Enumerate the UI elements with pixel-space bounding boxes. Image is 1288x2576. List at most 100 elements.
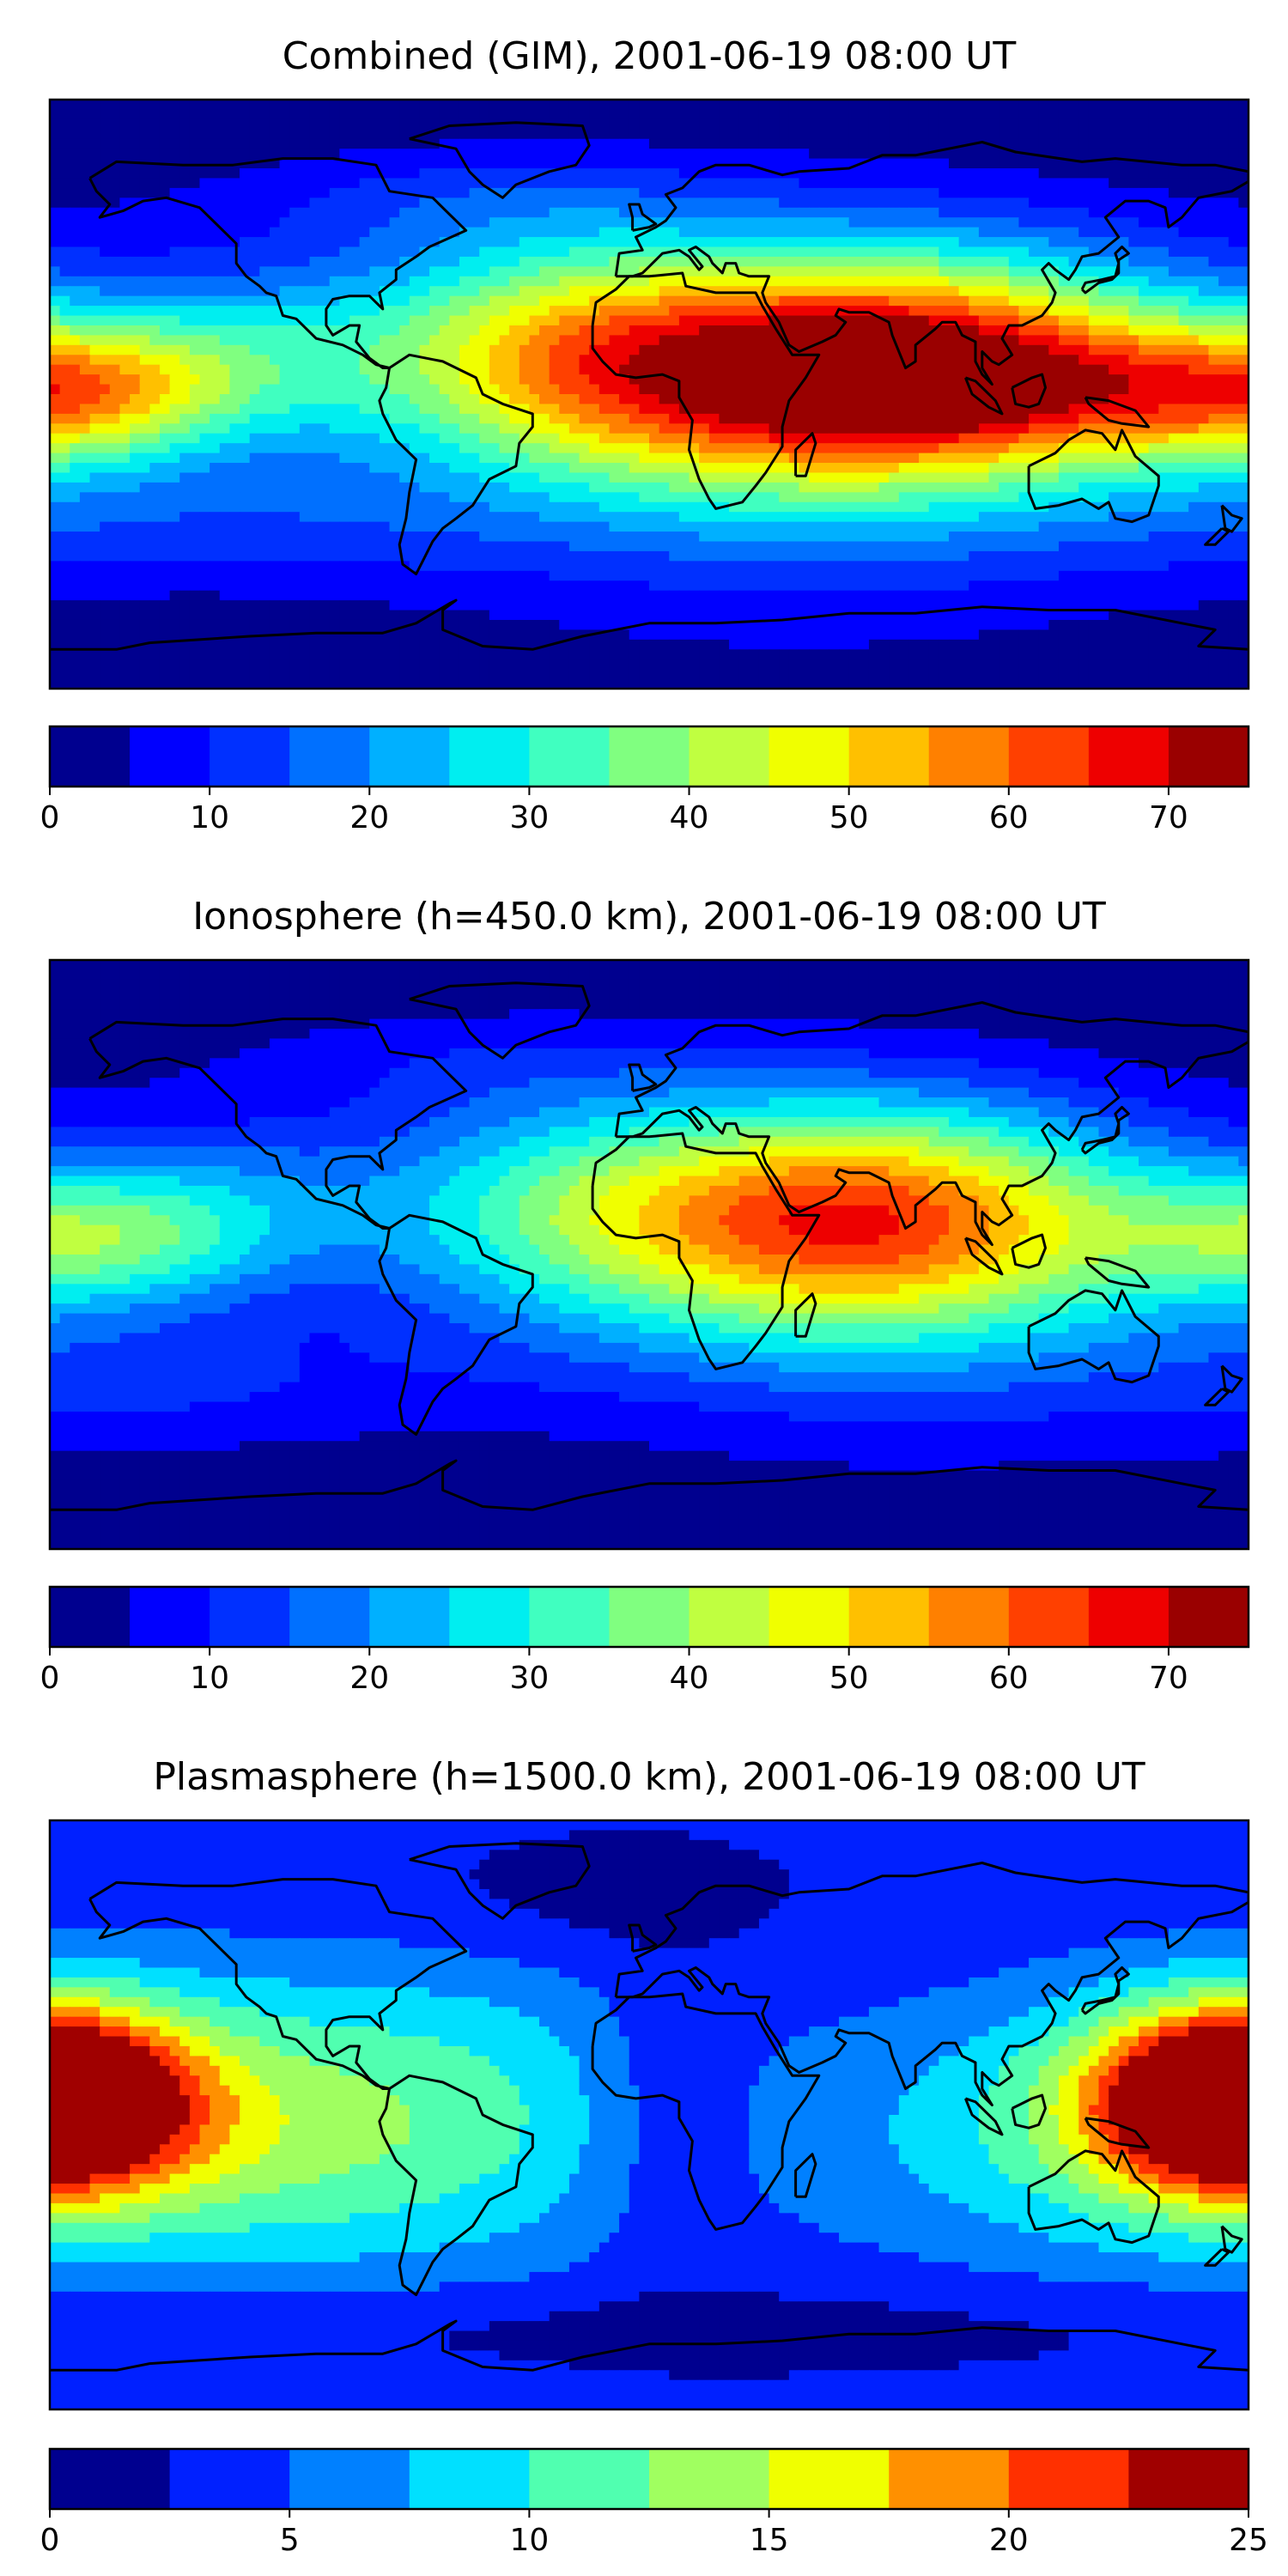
heat-cell	[1008, 423, 1020, 434]
heat-cell	[1088, 100, 1100, 111]
heat-cell	[489, 256, 501, 267]
heat-cell	[689, 100, 700, 111]
heat-cell	[399, 100, 410, 111]
heat-cell	[928, 286, 939, 297]
heat-cell	[958, 364, 969, 375]
heat-cell	[79, 364, 91, 375]
heat-cell	[130, 276, 141, 287]
heat-cell	[449, 344, 460, 355]
heat-cell	[878, 374, 890, 386]
heat-cell	[568, 197, 580, 209]
heat-cell	[1178, 295, 1189, 307]
heat-cell	[568, 315, 580, 326]
heat-cell	[1238, 404, 1249, 415]
heat-cell	[130, 149, 141, 160]
heat-cell	[598, 100, 611, 111]
heat-cell	[409, 295, 421, 307]
heat-cell	[229, 355, 240, 366]
heat-cell	[339, 335, 350, 346]
heat-cell	[319, 197, 331, 209]
heat-cell	[809, 472, 820, 483]
heat-cell	[699, 276, 710, 287]
heat-cell	[89, 237, 100, 248]
heat-cell	[179, 433, 191, 444]
heat-cell	[169, 472, 180, 483]
heat-cell	[1208, 492, 1219, 503]
heat-cell	[729, 138, 740, 149]
heat-cell	[949, 286, 960, 297]
heat-cell	[958, 217, 969, 228]
heat-cell	[598, 129, 611, 140]
heat-cell	[769, 207, 780, 218]
heat-cell	[329, 364, 340, 375]
heat-cell	[149, 266, 161, 277]
heat-cell	[1068, 384, 1079, 395]
heat-cell	[919, 100, 930, 111]
heat-cell	[1098, 344, 1109, 355]
heat-cell	[429, 109, 440, 120]
heat-cell	[269, 413, 281, 424]
heat-cell	[130, 501, 141, 513]
heat-cell	[289, 443, 301, 454]
heat-cell	[579, 482, 590, 493]
heat-cell	[189, 129, 201, 140]
heat-cell	[609, 423, 620, 434]
heat-cell	[339, 501, 350, 513]
heat-cell	[299, 443, 311, 454]
heat-cell	[179, 344, 191, 355]
heat-cell	[389, 197, 400, 209]
heat-cell	[329, 109, 340, 120]
heat-cell	[369, 443, 380, 454]
heat-cell	[939, 306, 950, 317]
heat-cell	[928, 276, 939, 287]
heat-cell	[389, 227, 400, 238]
heat-cell	[898, 217, 910, 228]
heat-cell	[369, 109, 380, 120]
heat-cell	[1068, 355, 1079, 366]
heat-cell	[1139, 384, 1150, 395]
heat-cell	[219, 197, 230, 209]
heat-cell	[829, 286, 840, 297]
heat-cell	[119, 482, 131, 493]
heat-cell	[499, 433, 510, 444]
heat-cell	[1188, 295, 1200, 307]
heat-cell	[489, 138, 501, 149]
heat-cell	[389, 344, 400, 355]
heat-cell	[589, 384, 600, 395]
heat-cell	[1198, 168, 1210, 179]
heat-cell	[159, 364, 171, 375]
heat-cell	[999, 207, 1010, 218]
heat-cell	[240, 256, 251, 267]
heat-cell	[130, 315, 141, 326]
heat-cell	[189, 404, 201, 415]
heat-cell	[859, 187, 870, 198]
heat-cell	[229, 394, 240, 405]
heat-cell	[249, 404, 260, 415]
heat-cell	[379, 197, 391, 209]
heat-cell	[1008, 109, 1020, 120]
heat-cell	[449, 276, 460, 287]
heat-cell	[949, 276, 960, 287]
heat-cell	[1078, 118, 1090, 130]
heat-cell	[489, 266, 501, 277]
heat-cell	[619, 138, 630, 149]
heat-cell	[210, 443, 221, 454]
heat-cell	[489, 295, 501, 307]
heat-cell	[399, 178, 410, 189]
heat-cell	[649, 306, 660, 317]
heat-cell	[369, 286, 380, 297]
heat-cell	[449, 237, 460, 248]
heat-cell	[309, 168, 320, 179]
heat-cell	[699, 374, 710, 386]
heat-cell	[349, 295, 361, 307]
heat-cell	[269, 423, 281, 434]
heat-cell	[699, 325, 710, 336]
heat-cell	[329, 433, 340, 444]
heat-cell	[919, 463, 930, 474]
heat-cell	[1178, 355, 1189, 366]
heat-cell	[519, 364, 530, 375]
heat-cell	[609, 149, 620, 160]
heat-cell	[119, 109, 131, 120]
heat-cell	[619, 178, 630, 189]
heat-cell	[89, 423, 100, 434]
